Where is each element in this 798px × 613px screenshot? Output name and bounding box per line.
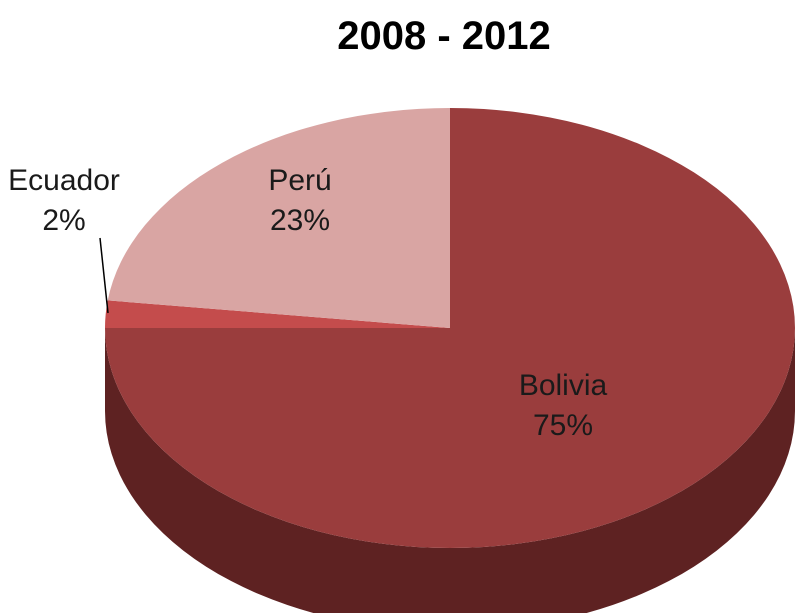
leader-line-ecuador	[99, 237, 109, 314]
label-per-name: Perú	[268, 164, 331, 197]
label-bolivia-percent: 75%	[533, 409, 593, 442]
pie-side-bolivia	[105, 328, 795, 613]
label-bolivia-name: Bolivia	[519, 369, 608, 402]
pie-slice-ecuador	[105, 300, 450, 328]
label-per-percent: 23%	[270, 204, 330, 237]
chart-title: 2008 - 2012	[337, 14, 551, 58]
label-ecuador-percent: 2%	[42, 204, 85, 237]
pie-slice-per	[107, 108, 450, 328]
label-ecuador-name: Ecuador	[8, 164, 120, 197]
